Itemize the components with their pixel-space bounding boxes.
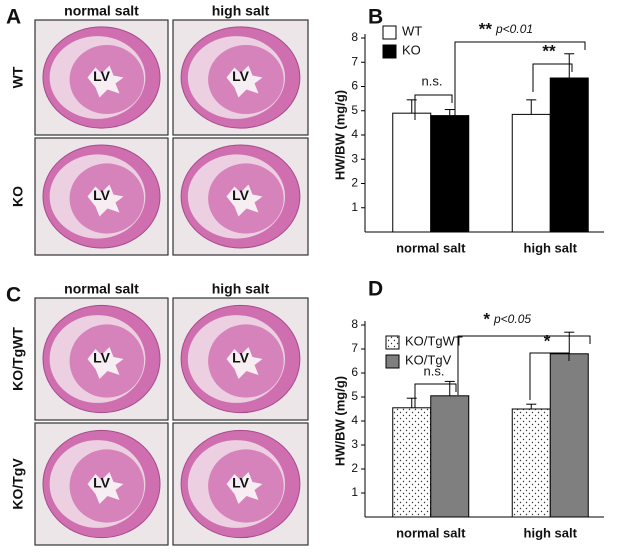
row-label: WT bbox=[10, 66, 26, 88]
y-tick-label: 6 bbox=[351, 79, 358, 93]
annotation-note: p<0.01 bbox=[495, 22, 533, 36]
region-label: LV bbox=[93, 475, 111, 491]
lumen bbox=[87, 184, 124, 217]
bar bbox=[549, 77, 589, 233]
annotation: ** bbox=[542, 41, 556, 60]
annotation: * bbox=[483, 309, 490, 328]
region-label: LV bbox=[93, 68, 111, 84]
row-label: KO/TgWT bbox=[10, 327, 26, 391]
y-tick-label: 4 bbox=[351, 127, 358, 141]
lumen bbox=[87, 65, 124, 98]
annotation: n.s. bbox=[424, 363, 445, 378]
column-header: normal salt bbox=[64, 3, 139, 19]
x-tick-label: normal salt bbox=[396, 240, 466, 255]
lumen bbox=[226, 472, 263, 504]
bracket bbox=[414, 383, 457, 408]
region-label: LV bbox=[232, 68, 250, 84]
legend-label: KO bbox=[402, 42, 421, 57]
y-tick-label: 7 bbox=[351, 341, 358, 355]
bracket bbox=[532, 63, 573, 92]
y-tick-label: 5 bbox=[351, 103, 358, 117]
y-tick-label: 4 bbox=[351, 413, 358, 427]
y-tick-label: 3 bbox=[351, 151, 358, 165]
region-label: LV bbox=[232, 350, 250, 366]
x-tick-label: normal salt bbox=[396, 525, 466, 540]
y-tick-label: 3 bbox=[351, 437, 358, 451]
bracket bbox=[457, 335, 591, 395]
column-header: normal salt bbox=[64, 281, 139, 297]
y-tick-label: 8 bbox=[351, 30, 358, 44]
bar bbox=[392, 407, 432, 518]
legend-label: KO/TgWT bbox=[405, 333, 463, 348]
legend-swatch bbox=[385, 354, 400, 369]
y-axis-label: HW/BW (mg/g) bbox=[332, 90, 347, 180]
column-header: high salt bbox=[212, 281, 270, 297]
y-tick-label: 1 bbox=[351, 485, 358, 499]
row-label: KO/TgV bbox=[10, 458, 26, 510]
y-tick-label: 6 bbox=[351, 365, 358, 379]
annotation: ** bbox=[479, 19, 493, 38]
region-label: LV bbox=[232, 187, 250, 203]
x-tick-label: high salt bbox=[524, 525, 578, 540]
lumen bbox=[226, 347, 263, 379]
bar bbox=[549, 353, 589, 518]
annotation: * bbox=[544, 331, 551, 350]
panel-label: A bbox=[6, 6, 21, 29]
region-label: LV bbox=[93, 187, 111, 203]
legend-label: WT bbox=[402, 23, 422, 38]
bar bbox=[511, 113, 551, 233]
x-tick-label: high salt bbox=[524, 240, 578, 255]
lumen bbox=[226, 184, 263, 217]
annotation-note: p<0.05 bbox=[493, 312, 531, 326]
legend-swatch bbox=[382, 44, 397, 59]
annotation: n.s. bbox=[422, 73, 443, 88]
bar bbox=[430, 115, 470, 233]
legend-label: KO/TgV bbox=[405, 352, 452, 367]
y-tick-label: 8 bbox=[351, 317, 358, 331]
panel-label: D bbox=[368, 278, 383, 301]
region-label: LV bbox=[232, 475, 250, 491]
legend-swatch bbox=[382, 25, 397, 40]
bar bbox=[430, 395, 470, 518]
y-tick-label: 7 bbox=[351, 54, 358, 68]
bracket bbox=[454, 41, 586, 122]
bracket bbox=[529, 352, 570, 400]
bar bbox=[511, 408, 551, 518]
y-tick-label: 1 bbox=[351, 200, 358, 214]
legend-swatch bbox=[385, 335, 400, 350]
y-axis-label: HW/BW (mg/g) bbox=[332, 376, 347, 466]
column-header: high salt bbox=[212, 3, 270, 19]
lumen bbox=[226, 65, 263, 98]
lumen bbox=[87, 347, 124, 379]
row-label: KO bbox=[10, 186, 26, 207]
panel-label: C bbox=[6, 284, 21, 307]
bar bbox=[392, 112, 432, 233]
bracket bbox=[414, 94, 453, 120]
y-tick-label: 2 bbox=[351, 461, 358, 475]
lumen bbox=[87, 472, 124, 504]
y-tick-label: 2 bbox=[351, 176, 358, 190]
region-label: LV bbox=[93, 350, 111, 366]
y-tick-label: 5 bbox=[351, 389, 358, 403]
panel-label: B bbox=[368, 6, 383, 29]
